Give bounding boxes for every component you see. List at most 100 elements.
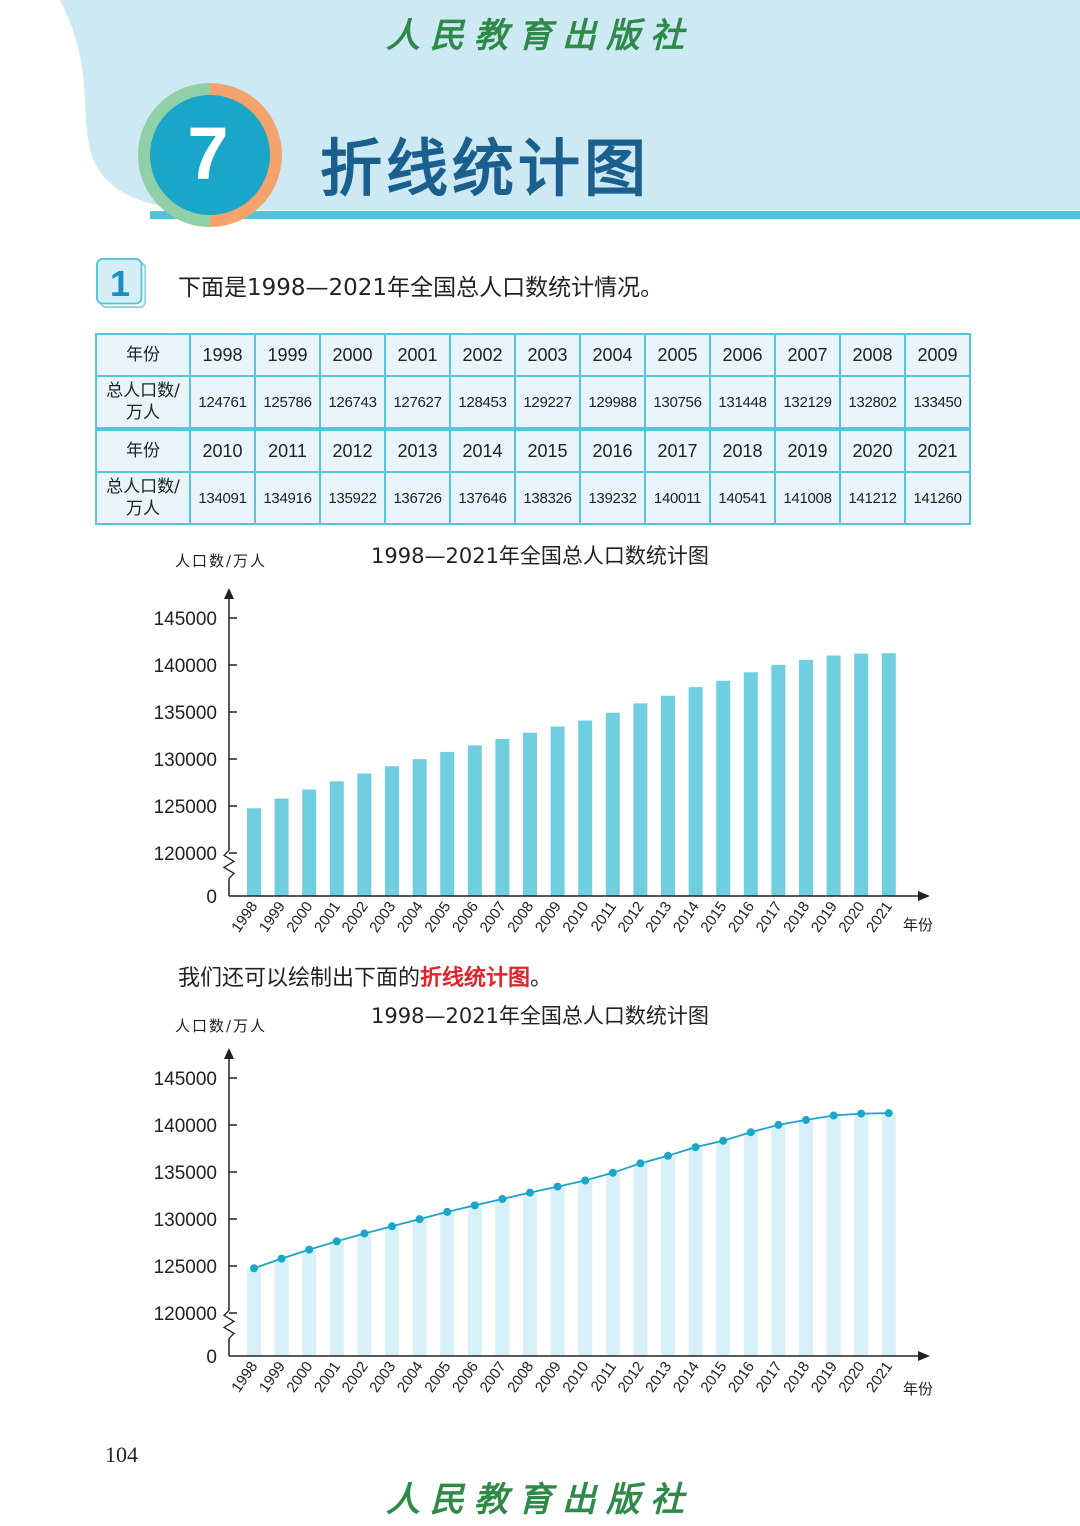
value-cell: 127627 [384, 375, 451, 429]
bar-chart-xlabel: 年份 [903, 916, 934, 934]
x-tick-label: 2013 [642, 1359, 675, 1396]
year-cell: 2018 [709, 429, 776, 473]
bar-2011 [605, 712, 620, 896]
x-tick-label: 2002 [339, 899, 372, 936]
x-tick-label: 2021 [863, 1359, 896, 1396]
year-cell: 2009 [904, 333, 971, 377]
background-bar-2019 [826, 1115, 841, 1356]
point-2006 [470, 1201, 479, 1210]
year-cell: 2013 [384, 429, 451, 473]
y-tick-label: 140000 [154, 656, 217, 677]
x-tick-label: 2014 [670, 1359, 703, 1396]
value-cell: 141260 [904, 471, 971, 525]
publisher-logo-footer: 人民教育出版社 [386, 1480, 694, 1520]
background-bar-2003 [385, 1226, 399, 1356]
x-tick-label: 2003 [366, 899, 399, 936]
value-cell: 130756 [644, 375, 711, 429]
x-tick-label: 2010 [559, 1359, 592, 1396]
population-line [253, 1112, 889, 1270]
x-tick-label: 2001 [311, 1359, 344, 1396]
x-tick-label: 2019 [808, 899, 841, 936]
y-tick-label: 140000 [154, 1116, 217, 1137]
point-2019 [829, 1111, 838, 1120]
bar-2014 [688, 687, 703, 896]
background-bar-2008 [523, 1192, 537, 1356]
value-cell: 134916 [254, 471, 321, 525]
year-cell: 2012 [319, 429, 386, 473]
line-chart-title: 1998—2021年全国总人口数统计图 [371, 1004, 709, 1028]
background-bar-2000 [302, 1249, 317, 1356]
y-tick-label: 145000 [154, 609, 217, 630]
point-2012 [636, 1159, 645, 1168]
x-tick-label: 1999 [256, 899, 289, 936]
x-tick-label: 2017 [753, 1359, 786, 1396]
bar-chart-title: 1998—2021年全国总人口数统计图 [371, 544, 709, 568]
x-tick-label: 2017 [753, 899, 786, 936]
point-2010 [581, 1176, 590, 1185]
y-tick-label: 130000 [154, 1210, 217, 1231]
point-2001 [332, 1237, 341, 1246]
point-1998 [250, 1264, 258, 1273]
point-2004 [415, 1215, 424, 1224]
point-2003 [388, 1222, 396, 1231]
y-tick-label: 0 [206, 1347, 217, 1368]
value-cell: 124761 [189, 375, 256, 429]
bar-2018 [799, 659, 813, 896]
value-cell: 141008 [774, 471, 841, 525]
y-tick-label: 135000 [154, 703, 217, 724]
value-cell: 140541 [709, 471, 776, 525]
bar-2019 [826, 655, 841, 896]
x-tick-label: 2016 [725, 1359, 758, 1396]
year-cell: 2007 [774, 333, 841, 377]
point-2013 [664, 1151, 672, 1160]
x-tick-label: 2015 [697, 899, 730, 936]
background-bar-2012 [633, 1163, 648, 1356]
question-number-badge [96, 258, 147, 309]
bar-2015 [716, 680, 731, 896]
x-tick-label: 1998 [228, 1359, 261, 1396]
point-2020 [857, 1109, 866, 1118]
highlight-term: 折线统计图 [420, 966, 531, 991]
year-header: 年份 [95, 333, 191, 377]
bar-2006 [467, 745, 482, 896]
bar-1999 [274, 798, 289, 896]
bar-2001 [329, 781, 344, 896]
x-tick-label: 2009 [532, 1359, 565, 1396]
x-tick-label: 2019 [808, 1359, 841, 1396]
bar-2008 [523, 732, 537, 896]
background-bar-2021 [881, 1113, 896, 1356]
point-2015 [719, 1136, 728, 1145]
background-bar-2014 [688, 1147, 703, 1356]
point-2005 [443, 1207, 452, 1216]
background-bar-2017 [771, 1124, 786, 1356]
table-row-values: 总人口数/万人 124761 125786 126743 127627 1284… [95, 375, 971, 429]
year-cell: 2000 [319, 333, 386, 377]
x-tick-label: 2006 [449, 899, 482, 936]
value-cell: 129988 [579, 375, 646, 429]
x-tick-label: 2012 [615, 1359, 648, 1396]
y-tick-label: 135000 [154, 1163, 217, 1184]
point-2018 [802, 1115, 810, 1124]
publisher-logo: 人民教育出版社 [386, 16, 694, 56]
point-2009 [553, 1182, 562, 1191]
value-cell: 140011 [644, 471, 711, 525]
bar-2007 [495, 738, 510, 896]
year-cell: 2010 [189, 429, 256, 473]
background-bar-2004 [412, 1219, 427, 1356]
x-tick-label: 2018 [780, 1359, 813, 1396]
x-tick-label: 2007 [477, 1359, 510, 1396]
point-2017 [774, 1120, 783, 1129]
x-tick-label: 2004 [394, 1359, 427, 1396]
table-row-values: 总人口数/万人 134091 134916 135922 136726 1376… [95, 471, 971, 525]
y-tick-label: 125000 [154, 797, 217, 818]
background-bar-2011 [605, 1172, 620, 1356]
value-cell: 141212 [839, 471, 906, 525]
x-tick-label: 2021 [863, 899, 896, 936]
x-tick-label: 2012 [615, 899, 648, 936]
question-text: 下面是1998—2021年全国总人口数统计情况。 [178, 275, 664, 301]
x-tick-label: 2006 [449, 1359, 482, 1396]
population-table-1998-2009: 年份 1998 1999 2000 2001 2002 2003 2004 20… [95, 333, 971, 429]
x-tick-label: 2020 [835, 899, 868, 936]
x-tick-label: 2000 [283, 1359, 316, 1396]
bar-chart-ylabel: 人口数/万人 [175, 552, 268, 570]
